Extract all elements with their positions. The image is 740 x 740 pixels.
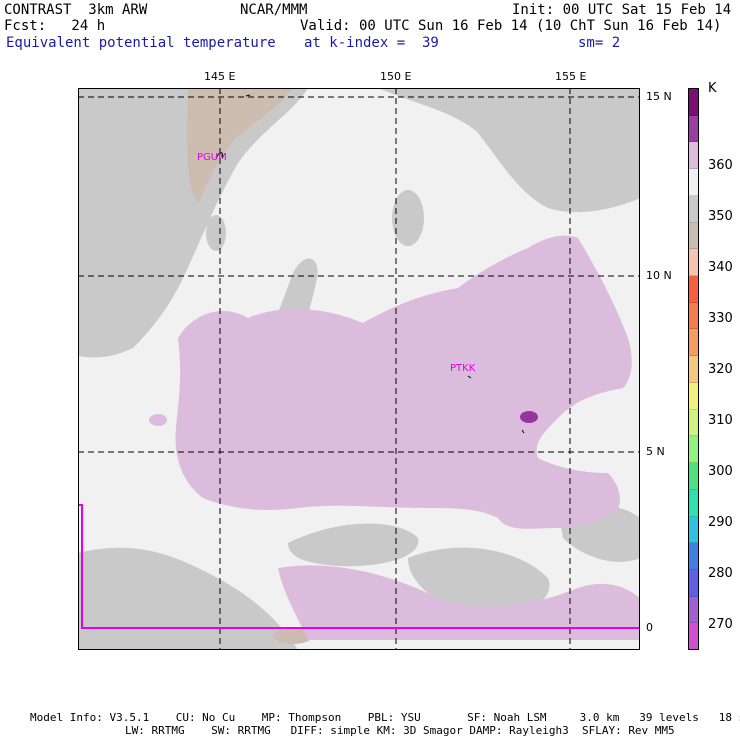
colorbar-label-280: 280 (708, 566, 733, 581)
valid-time: Valid: 00 UTC Sun 16 Feb 14 (10 ChT Sun … (300, 18, 722, 34)
colorbar-swatch (689, 222, 698, 250)
colorbar-label-270: 270 (708, 617, 733, 632)
lon-label-150: 150 E (380, 70, 412, 83)
chuuk-marker (467, 375, 472, 379)
smoothing-label: sm= 2 (578, 35, 621, 51)
gray-region-south-central (288, 523, 419, 567)
colorbar-swatch (689, 89, 698, 116)
colorbar-swatch (689, 489, 698, 517)
colorbar-swatch (689, 382, 698, 410)
colorbar-swatch (689, 169, 698, 196)
purple-spot (520, 411, 538, 423)
domain-boundary (78, 504, 640, 629)
equivalent-potential-temperature-map (78, 88, 640, 650)
map-frame (78, 88, 640, 650)
colorbar-label-350: 350 (708, 209, 733, 224)
lilac-region-central (175, 235, 632, 529)
colorbar-swatch (689, 516, 698, 544)
colorbar-label-300: 300 (708, 464, 733, 479)
colorbar-swatch (689, 142, 698, 170)
footer-model-info: Model Info: V3.5.1 CU: No Cu MP: Thompso… (30, 711, 740, 724)
organization: NCAR/MMM (240, 2, 308, 18)
colorbar-swatch (689, 596, 698, 624)
footer-physics-info: LW: RRTMG SW: RRTMG DIFF: simple KM: 3D … (125, 724, 675, 737)
gray-region-northeast (378, 88, 640, 213)
colorbar-label-340: 340 (708, 260, 733, 275)
tan-region-north (187, 88, 293, 203)
colorbar-label-330: 330 (708, 311, 733, 326)
colorbar-swatch (689, 356, 698, 383)
marker-southeast (521, 429, 525, 434)
gray-region-south-east (408, 547, 550, 614)
marker-north (245, 94, 251, 97)
colorbar-swatch (689, 463, 698, 490)
lilac-region-small-a (149, 414, 167, 426)
lon-label-155: 155 E (555, 70, 587, 83)
station-label-ptkk: PTKK (450, 363, 476, 374)
gray-region-island-b (206, 215, 226, 251)
colorbar-swatch (689, 195, 698, 223)
colorbar-swatch (689, 249, 698, 277)
model-title: CONTRAST 3km ARW (4, 2, 148, 18)
colorbar-swatch (689, 409, 698, 437)
colorbar-swatch (689, 329, 698, 357)
colorbar-label-310: 310 (708, 413, 733, 428)
colorbar-unit: K (708, 81, 717, 96)
lon-label-145: 145 E (204, 70, 236, 83)
grid-lines (78, 88, 640, 650)
lilac-region-south (278, 565, 640, 640)
colorbar-label-360: 360 (708, 158, 733, 173)
level-label: at k-index = 39 (304, 35, 439, 51)
colorbar-label-320: 320 (708, 362, 733, 377)
lat-label-15n: 15 N (646, 90, 672, 103)
lat-label-0: 0 (646, 621, 653, 634)
station-label-pgum: PGUM (197, 152, 227, 163)
colorbar (688, 88, 699, 650)
colorbar-swatch (689, 276, 698, 303)
gray-region-island-a (392, 190, 424, 246)
gray-region-southwest (78, 547, 298, 650)
colorbar-swatch (689, 569, 698, 597)
colorbar-label-290: 290 (708, 515, 733, 530)
colorbar-swatch (689, 115, 698, 143)
lat-label-5n: 5 N (646, 445, 665, 458)
init-time: Init: 00 UTC Sat 15 Feb 14 (512, 2, 732, 18)
colorbar-swatch (689, 436, 698, 464)
colorbar-swatch (689, 302, 698, 330)
gray-region-northwest (78, 88, 308, 358)
field-name: Equivalent potential temperature (6, 35, 276, 51)
guam-outline (215, 152, 223, 159)
lat-label-10n: 10 N (646, 269, 672, 282)
forecast-hour: Fcst: 24 h (4, 18, 106, 34)
tan-region-south (273, 628, 313, 644)
colorbar-swatch (689, 623, 698, 650)
colorbar-swatch (689, 543, 698, 570)
